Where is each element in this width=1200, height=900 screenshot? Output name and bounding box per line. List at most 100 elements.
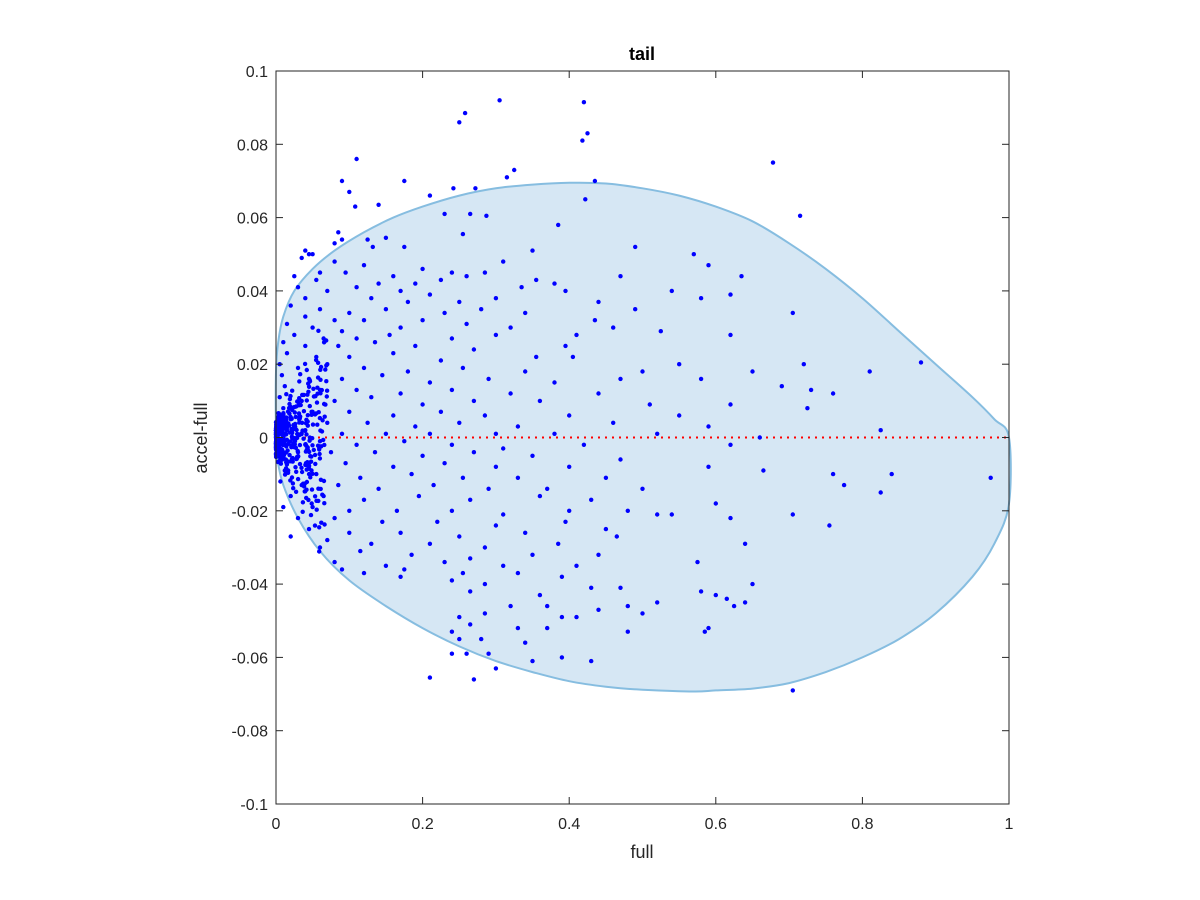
data-point — [988, 475, 993, 480]
data-point — [312, 523, 318, 528]
data-point — [706, 464, 711, 469]
data-point — [460, 475, 466, 480]
data-point — [405, 299, 411, 305]
data-point — [318, 486, 323, 492]
data-point — [277, 395, 282, 400]
data-point — [354, 156, 359, 162]
data-point — [376, 486, 381, 491]
data-point — [300, 509, 305, 514]
data-point — [471, 398, 477, 404]
data-point — [324, 379, 329, 384]
data-point — [354, 442, 359, 447]
data-point — [316, 498, 321, 504]
data-point — [295, 515, 301, 521]
data-point — [304, 467, 309, 472]
data-point — [713, 592, 718, 598]
data-point — [790, 688, 795, 693]
data-point — [534, 277, 539, 283]
data-point — [559, 574, 565, 579]
data-point — [300, 392, 305, 398]
data-point — [289, 434, 295, 439]
data-point — [293, 489, 299, 494]
data-point — [545, 625, 550, 631]
data-point — [332, 318, 337, 323]
data-point — [918, 360, 924, 365]
data-point — [449, 629, 455, 634]
x-tick-label: 0.8 — [851, 816, 873, 833]
data-point — [640, 611, 645, 616]
data-point — [370, 244, 375, 250]
data-point — [574, 614, 579, 620]
data-point — [376, 202, 381, 207]
data-point — [321, 478, 327, 484]
data-point — [402, 567, 407, 572]
data-point — [310, 325, 315, 330]
data-point — [347, 310, 352, 316]
data-point — [317, 525, 322, 530]
data-point — [552, 281, 557, 286]
data-point — [460, 365, 466, 371]
y-tick-label: -0.08 — [232, 724, 269, 741]
data-point — [314, 277, 319, 283]
data-point — [515, 570, 521, 576]
data-point — [592, 178, 598, 184]
data-point — [728, 442, 733, 447]
data-point — [310, 422, 316, 427]
data-point — [325, 537, 330, 543]
data-point — [339, 237, 345, 242]
data-point — [287, 430, 293, 435]
data-point — [299, 469, 305, 475]
data-point — [339, 178, 345, 184]
data-point — [669, 288, 674, 294]
data-point — [409, 552, 414, 557]
data-point — [310, 471, 315, 476]
x-tick-label: 0.6 — [705, 816, 727, 833]
data-point — [311, 447, 316, 453]
data-point — [325, 420, 330, 425]
data-point — [383, 235, 389, 240]
data-point — [278, 479, 283, 484]
data-point — [420, 266, 425, 272]
data-point — [304, 443, 309, 449]
data-point — [347, 530, 352, 535]
data-point — [420, 402, 425, 407]
y-tick-label: -0.02 — [232, 504, 269, 521]
data-point — [761, 468, 766, 473]
data-point — [339, 329, 345, 334]
y-tick-label: 0.06 — [237, 211, 268, 228]
data-point — [596, 552, 601, 557]
data-point — [281, 340, 286, 345]
data-point — [438, 277, 444, 283]
data-point — [322, 522, 327, 527]
data-point — [361, 497, 367, 502]
data-point — [713, 501, 718, 506]
data-point — [290, 388, 295, 393]
data-point — [365, 420, 370, 425]
data-point — [878, 428, 883, 433]
data-point — [332, 259, 337, 264]
data-point — [284, 418, 289, 423]
data-point — [457, 120, 462, 125]
data-point — [383, 307, 389, 312]
data-point — [347, 508, 352, 513]
data-point — [583, 197, 588, 202]
data-point — [537, 493, 543, 499]
data-point — [611, 420, 616, 425]
data-point — [779, 384, 784, 389]
data-point — [625, 508, 630, 513]
data-point — [867, 369, 872, 374]
data-point — [289, 445, 294, 450]
data-point — [515, 424, 521, 429]
data-point — [431, 482, 436, 488]
data-point — [317, 549, 322, 554]
data-point — [347, 189, 352, 195]
data-point — [563, 343, 568, 349]
data-point — [299, 255, 304, 261]
data-point — [479, 307, 484, 312]
data-point — [468, 497, 473, 502]
data-point — [320, 418, 325, 423]
data-point — [830, 471, 836, 477]
data-point — [281, 434, 286, 439]
data-point — [306, 252, 312, 257]
data-point — [287, 411, 292, 416]
